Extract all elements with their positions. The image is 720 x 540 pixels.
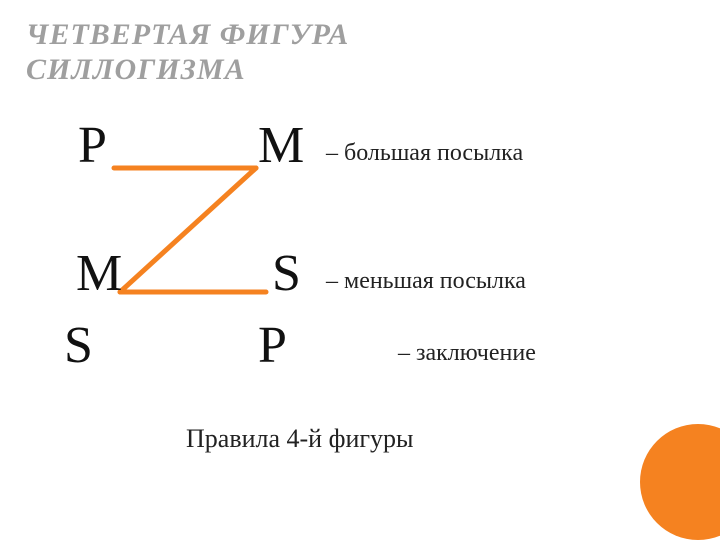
annotation-major-premise: – большая посылка xyxy=(326,140,523,167)
annotation-conclusion: – заключение xyxy=(398,340,536,367)
term-s-concl-left: S xyxy=(64,316,93,375)
term-m-major-right: M xyxy=(258,116,304,175)
term-m-minor-left: M xyxy=(76,244,122,303)
term-p-concl-right: P xyxy=(258,316,287,375)
term-p-major-left: P xyxy=(78,116,107,175)
slide: ЧЕТВЕРТАЯ ФИГУРАСИЛЛОГИЗМА P M M S S P –… xyxy=(0,0,720,540)
term-s-minor-right: S xyxy=(272,244,301,303)
annotation-minor-premise: – меньшая посылка xyxy=(326,268,526,295)
footer-caption: Правила 4-й фигуры xyxy=(186,424,414,454)
